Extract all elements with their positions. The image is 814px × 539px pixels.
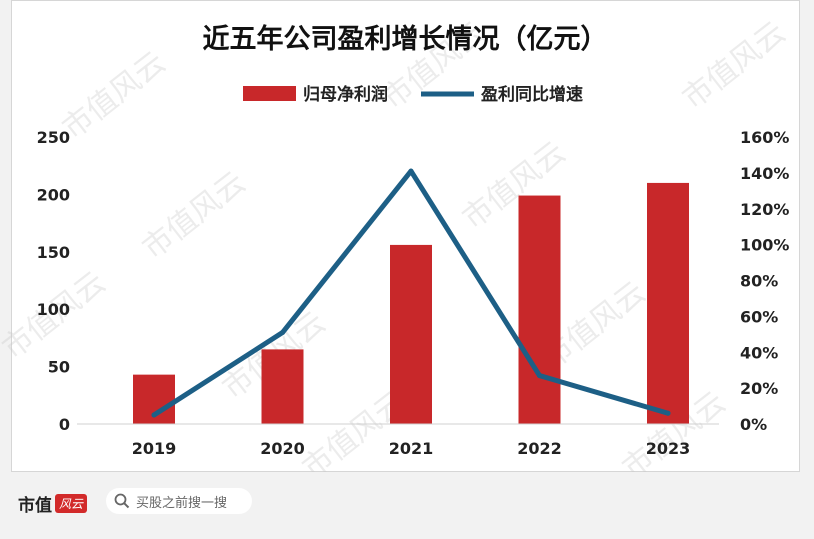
- y-left-axis: 0 50 100 150 200 250: [37, 128, 70, 434]
- chart-card: 市值风云 市值风云 市值风云 市值风云 市值风云 市值风云 市值风云 市值风云 …: [0, 0, 800, 486]
- y-right-tick-label: 120%: [740, 200, 789, 219]
- search-icon: [114, 493, 130, 509]
- legend-bar-label: 归母净利润: [303, 84, 388, 105]
- y-right-axis: 0% 20% 40% 60% 80% 100% 120% 140% 160%: [740, 128, 789, 434]
- y-left-tick-label: 200: [37, 185, 70, 204]
- line-point: [408, 168, 414, 174]
- legend-line-label: 盈利同比增速: [480, 84, 583, 105]
- y-right-tick-label: 140%: [740, 164, 789, 183]
- y-left-tick-label: 100: [37, 300, 70, 319]
- bar: [261, 349, 304, 424]
- brand[interactable]: 市值 风云: [18, 491, 88, 516]
- bar-series: [133, 182, 689, 424]
- legend: 归母净利润 盈利同比增速: [243, 84, 583, 105]
- y-left-tick-label: 0: [59, 415, 70, 434]
- bar: [390, 244, 432, 424]
- bar: [518, 195, 561, 424]
- x-tick-label: 2021: [389, 439, 434, 458]
- y-right-tick-label: 20%: [740, 379, 778, 398]
- bar: [647, 182, 689, 424]
- search-placeholder: 买股之前搜一搜: [136, 495, 228, 511]
- y-right-tick-label: 160%: [740, 128, 789, 147]
- y-right-tick-label: 100%: [740, 236, 789, 255]
- line-point: [537, 373, 542, 379]
- y-right-tick-label: 80%: [740, 272, 778, 291]
- brand-logo: 风云: [55, 494, 88, 513]
- search-box[interactable]: 买股之前搜一搜: [106, 488, 252, 514]
- x-axis: 2019 2020 2021 2022 2023: [132, 439, 691, 458]
- line-series: [151, 168, 671, 418]
- chart-title: 近五年公司盈利增长情况（亿元）: [203, 23, 608, 55]
- line-point: [280, 330, 285, 336]
- y-right-tick-label: 60%: [740, 307, 778, 326]
- combo-chart: 近五年公司盈利增长情况（亿元） 归母净利润 盈利同比增速 0 50 100 150 20…: [37, 23, 790, 458]
- x-tick-label: 2020: [260, 439, 305, 458]
- x-tick-label: 2022: [517, 439, 562, 458]
- line-point: [151, 412, 157, 418]
- x-tick-label: 2019: [132, 439, 177, 458]
- x-tick-label: 2023: [646, 439, 691, 458]
- y-right-tick-label: 40%: [740, 343, 778, 362]
- legend-bar-swatch: [243, 86, 296, 101]
- y-left-tick-label: 150: [37, 243, 70, 262]
- y-left-tick-label: 50: [48, 358, 70, 377]
- y-left-tick-label: 250: [37, 128, 70, 147]
- y-right-tick-label: 0%: [740, 415, 767, 434]
- footer: 市值 风云 买股之前搜一搜: [0, 472, 814, 539]
- brand-name: 市值: [18, 496, 52, 516]
- line-point: [665, 410, 671, 416]
